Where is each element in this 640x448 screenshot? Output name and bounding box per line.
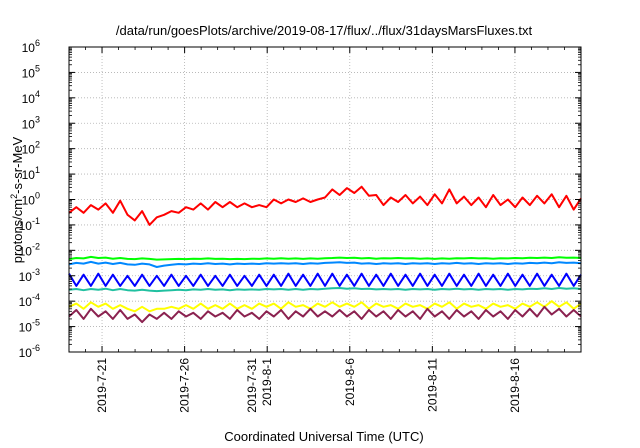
- y-tick-base: 10: [22, 168, 36, 182]
- y-tick-base: 10: [19, 321, 33, 335]
- y-tick-base: 10: [22, 41, 36, 55]
- series-line-2: [68, 255, 582, 261]
- y-tick-base: 10: [22, 194, 36, 208]
- y-tick-label: 10-2: [19, 241, 40, 258]
- y-tick-label: 10-3: [19, 267, 40, 284]
- y-tick-exponent: 3: [35, 114, 40, 124]
- series-layer: [68, 185, 582, 324]
- y-tick-labels: 10-610-510-410-310-210-11001011021031041…: [19, 38, 40, 360]
- y-tick-label: 105: [22, 63, 40, 80]
- x-tick-label: 2019-8-11: [425, 358, 439, 412]
- y-tick-base: 10: [22, 66, 36, 80]
- x-tick-label: 2019-7-21: [95, 358, 109, 413]
- y-tick-base: 10: [19, 244, 33, 258]
- y-tick-label: 10-1: [19, 216, 40, 233]
- y-tick-label: 10-5: [19, 318, 40, 335]
- y-tick-label: 102: [22, 140, 40, 157]
- y-tick-base: 10: [19, 270, 33, 284]
- y-axis-label: protons/cm2-s-sr-MeV: [9, 136, 25, 263]
- y-tick-exponent: 2: [35, 140, 40, 150]
- chart-title: /data/run/goesPlots/archive/2019-08-17/f…: [116, 23, 533, 38]
- y-axis-label-rest: -s-sr-MeV: [10, 136, 25, 193]
- y-tick-exponent: 5: [35, 63, 40, 73]
- y-tick-exponent: -3: [32, 267, 40, 277]
- y-tick-base: 10: [19, 346, 33, 360]
- x-tick-label: 2019-8-16: [508, 358, 522, 413]
- y-tick-exponent: -4: [32, 292, 40, 302]
- y-axis-label-superscript: 2: [9, 194, 19, 199]
- y-tick-label: 100: [22, 191, 40, 208]
- y-tick-exponent: 4: [35, 89, 40, 99]
- y-tick-exponent: -5: [32, 318, 40, 328]
- series-line-7: [68, 305, 582, 324]
- series-line-6: [68, 300, 582, 313]
- y-tick-base: 10: [19, 295, 33, 309]
- y-tick-base: 10: [22, 117, 36, 131]
- y-tick-base: 10: [22, 92, 36, 106]
- y-tick-label: 106: [22, 38, 40, 55]
- series-line-5: [68, 287, 582, 293]
- y-tick-label: 10-4: [19, 292, 40, 309]
- y-tick-exponent: 6: [35, 38, 40, 48]
- y-tick-exponent: 0: [35, 191, 40, 201]
- series-line-3: [68, 260, 582, 268]
- y-tick-exponent: -1: [32, 216, 40, 226]
- y-tick-label: 10-6: [19, 343, 40, 360]
- x-tick-label: 2019-8-1: [260, 358, 274, 406]
- y-tick-exponent: -2: [32, 241, 40, 251]
- y-tick-base: 10: [22, 143, 36, 157]
- y-tick-exponent: -6: [32, 343, 40, 353]
- axis-ticks: [69, 46, 581, 353]
- y-tick-base: 10: [19, 219, 33, 233]
- x-tick-labels: 2019-7-21 2019-7-26 2019-7-31 2019-8-1 2019-…: [95, 358, 522, 413]
- x-tick-label: 2019-7-31: [245, 358, 259, 413]
- y-axis-label-main: protons/cm: [10, 199, 25, 263]
- y-tick-label: 104: [22, 89, 40, 106]
- series-line-1: [68, 185, 582, 226]
- x-axis-label: Coordinated Universal Time (UTC): [224, 429, 423, 444]
- x-tick-label: 2019-8-6: [343, 358, 357, 406]
- y-tick-label: 103: [22, 114, 40, 131]
- y-tick-exponent: 1: [35, 165, 40, 175]
- x-tick-label: 2019-7-26: [178, 358, 192, 413]
- y-tick-label: 101: [22, 165, 40, 182]
- series-line-4: [68, 272, 582, 287]
- grid: [69, 47, 581, 352]
